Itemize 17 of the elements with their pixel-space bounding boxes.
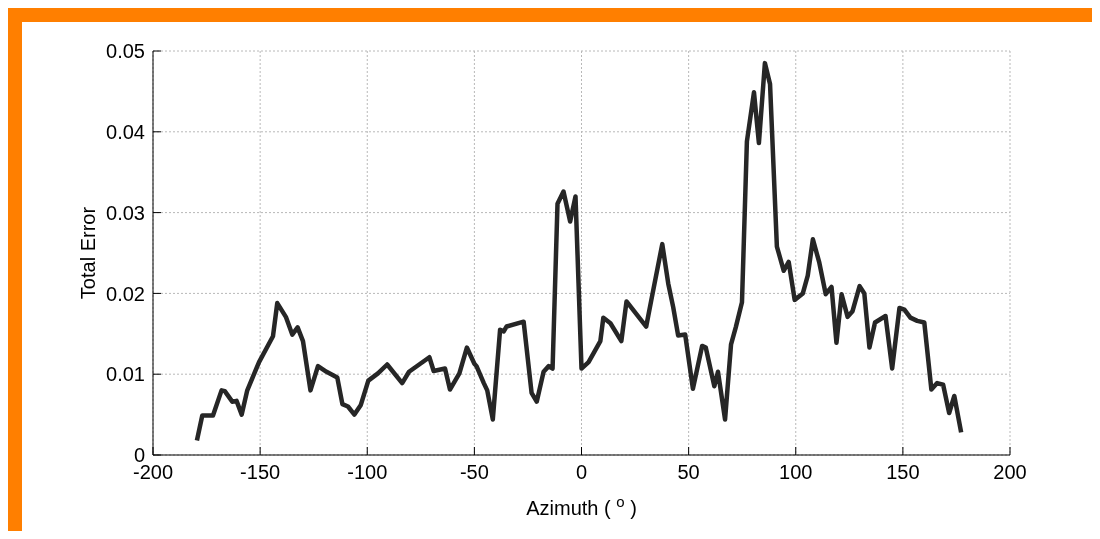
- y-tick-label: 0.03: [106, 201, 145, 224]
- y-tick-label: 0.05: [106, 40, 145, 63]
- x-tick-label: 150: [886, 461, 920, 484]
- y-tick-label: 0.01: [106, 363, 145, 386]
- line-series: [194, 60, 964, 443]
- x-tick-label: -200: [132, 461, 174, 484]
- x-tick-label: 200: [993, 461, 1027, 484]
- x-tick-label: -100: [347, 461, 388, 484]
- y-axis-title: Total Error: [77, 206, 99, 300]
- x-tick-label: 0: [575, 461, 588, 484]
- x-tick-label: -150: [240, 461, 281, 484]
- x-tick-label: -50: [459, 461, 489, 484]
- y-tick-label: 0.04: [106, 120, 145, 143]
- x-tick-label: 100: [779, 461, 813, 484]
- x-tick-label: 50: [677, 461, 700, 484]
- x-axis-title: Azimuth ( $^{o}$ ): [526, 492, 637, 519]
- y-tick-label: 0.02: [106, 282, 145, 305]
